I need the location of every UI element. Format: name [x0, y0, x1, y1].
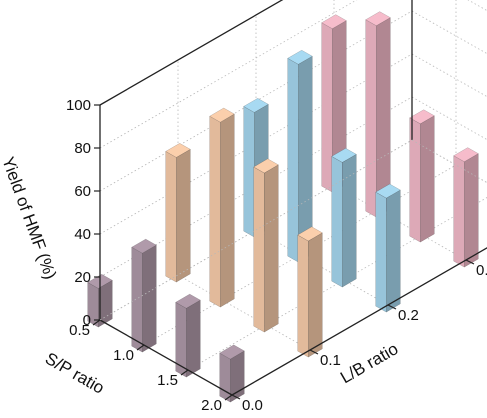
lb-tick — [309, 349, 319, 355]
frame-edge — [99, 319, 233, 396]
bar-face-top — [175, 293, 201, 309]
sp-tick — [136, 344, 145, 351]
bar-face-side — [453, 155, 465, 268]
bar-face-top — [243, 98, 269, 113]
bar-sp1-lb0.3 — [365, 11, 391, 218]
bar-face-top — [209, 107, 235, 123]
bar-sp1-lb0 — [131, 238, 157, 353]
z-axis-title: Yield of HMF (%) — [0, 154, 60, 282]
bar-face-front — [220, 113, 235, 308]
bar-sp2-lb0.3 — [453, 147, 479, 268]
bar-face-side — [287, 57, 299, 263]
bar-face-top — [131, 238, 157, 254]
bar-face-top — [219, 344, 245, 360]
bar-face-top — [321, 14, 347, 29]
bar-sp1.5-lb0.1 — [253, 158, 279, 333]
bar-face-side — [253, 166, 265, 333]
frame-layer — [99, 0, 487, 396]
bar-face-side — [297, 234, 309, 358]
side-wall-gridline-h — [411, 10, 487, 55]
bar-face-front — [176, 148, 191, 283]
bar-face-side — [209, 115, 221, 308]
bar-face-side — [375, 191, 387, 313]
side-wall-gridline-h — [467, 0, 487, 12]
bar-sp1.5-lb0 — [175, 293, 201, 378]
bar-face-top — [453, 147, 479, 162]
bar-face-side — [165, 150, 177, 283]
bar-sp0.5-lb0 — [87, 274, 113, 328]
bar-sp1-lb0.1 — [209, 107, 235, 308]
bar-face-top — [165, 143, 191, 158]
bar-face-top — [365, 11, 391, 26]
bar-face-front — [142, 244, 157, 353]
bar-face-front — [420, 115, 435, 243]
z-tick-label: 80 — [74, 140, 91, 157]
bar-face-top — [287, 49, 313, 65]
bar-sp2-lb0.2 — [375, 183, 401, 313]
side-wall-gridline-h — [411, 96, 487, 141]
bar-sp1.5-lb0.2 — [331, 148, 357, 288]
sp-tick — [224, 394, 233, 401]
bar-sp2-lb0 — [219, 344, 245, 403]
bar-face-side — [409, 117, 421, 243]
sp-tick — [92, 319, 101, 326]
bar-face-front — [186, 299, 201, 378]
side-wall-gridline-h — [411, 53, 487, 98]
bar-face-side — [331, 155, 343, 288]
bar-face-side — [365, 19, 377, 218]
lb-tick — [231, 394, 241, 400]
lb-tick — [387, 304, 397, 310]
bar-sp2-lb0.1 — [297, 226, 323, 358]
bar-face-side — [243, 105, 255, 238]
bar-face-top — [253, 158, 279, 174]
bar-face-front — [264, 164, 279, 333]
bar-face-top — [297, 226, 323, 242]
sp-tick-label: 1.5 — [157, 372, 178, 389]
lb-tick — [465, 259, 475, 265]
bar-face-side — [219, 352, 231, 403]
z-tick-label: 0 — [83, 312, 91, 329]
frame-edge — [411, 139, 487, 184]
sp-tick-label: 1.0 — [113, 347, 134, 364]
z-tick-label: 60 — [74, 183, 91, 200]
bars-layer — [87, 11, 479, 403]
bar-face-front — [342, 153, 357, 288]
floor-gridline — [177, 274, 311, 351]
bar-face-front — [386, 189, 401, 313]
lb-tick-label: 0.3 — [476, 262, 487, 279]
lb-axis-title: L/B ratio — [337, 339, 401, 387]
z-tick-label: 20 — [74, 269, 91, 286]
bar-face-top — [331, 148, 357, 163]
bar-sp0.5-lb0.1 — [165, 143, 191, 283]
sp-tick-label: 0.5 — [69, 322, 90, 339]
bar-sp1.5-lb0.3 — [409, 109, 435, 243]
sp-tick — [180, 369, 189, 376]
z-tick-label: 40 — [74, 226, 91, 243]
sp-tick-label: 2.0 — [201, 397, 222, 414]
bar-sp1-lb0.2 — [287, 49, 313, 263]
z-tick-label: 100 — [66, 97, 91, 114]
bar-sp0.5-lb0.3 — [321, 14, 347, 193]
frame-edge — [99, 0, 284, 106]
bar-face-side — [131, 246, 143, 353]
bar-face-front — [464, 153, 479, 268]
frame-edge — [99, 139, 413, 321]
lb-tick-label: 0.0 — [242, 397, 263, 414]
bar-face-front — [308, 232, 323, 358]
lb-tick-label: 0.2 — [398, 307, 419, 324]
bar-face-side — [321, 22, 333, 193]
lb-tick-label: 0.1 — [320, 352, 341, 369]
bar-face-top — [409, 109, 435, 125]
bar-face-top — [375, 183, 401, 199]
sp-axis-title: S/P ratio — [42, 349, 108, 398]
